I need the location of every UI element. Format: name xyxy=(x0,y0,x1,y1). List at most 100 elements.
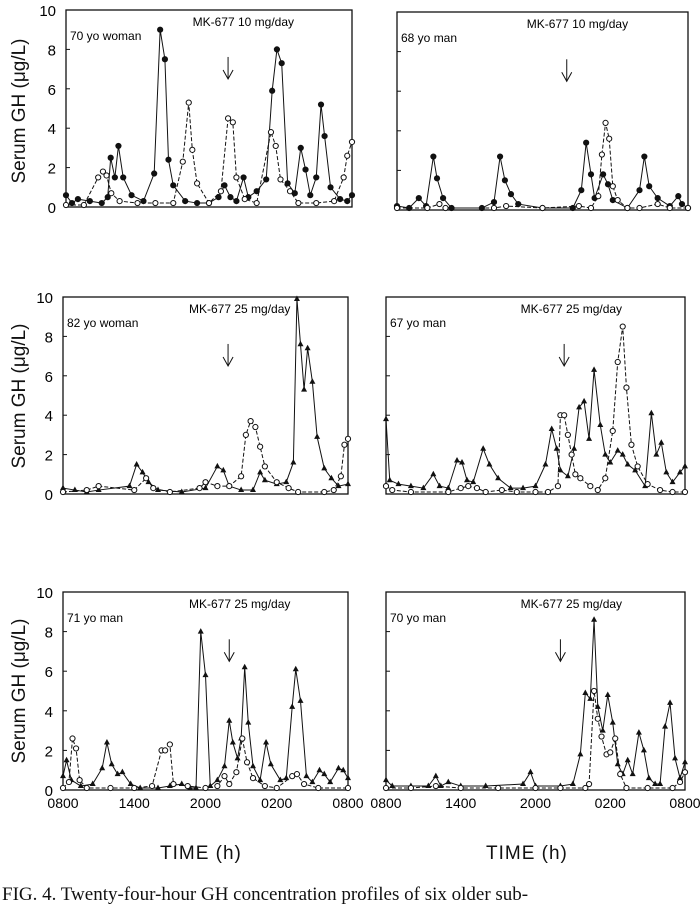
data-point-open-circle xyxy=(628,441,635,448)
data-point-open-circle xyxy=(202,784,209,792)
data-point-filled-triangle xyxy=(663,468,670,475)
data-point-open-circle xyxy=(249,775,257,782)
data-point-filled-circle xyxy=(182,197,189,205)
data-point-open-circle xyxy=(247,418,254,425)
data-point-filled-circle xyxy=(161,56,169,63)
data-point-filled-circle xyxy=(636,187,643,194)
data-point-open-circle xyxy=(273,784,280,792)
data-point-filled-triangle xyxy=(335,764,342,771)
data-point-filled-triangle xyxy=(470,478,477,485)
data-point-filled-triangle xyxy=(303,772,310,779)
data-point-filled-circle xyxy=(74,196,82,203)
data-point-filled-triangle xyxy=(321,770,328,777)
x-tick-label: 1400 xyxy=(119,795,150,811)
data-point-open-circle xyxy=(221,773,228,780)
data-point-filled-triangle xyxy=(383,776,389,783)
y-tick-label: 8 xyxy=(45,625,53,642)
data-point-filled-triangle xyxy=(614,760,621,767)
data-point-open-circle xyxy=(587,204,595,212)
data-point-open-circle xyxy=(636,204,643,212)
data-point-filled-triangle xyxy=(383,415,389,422)
data-point-open-circle xyxy=(205,199,213,207)
data-point-open-circle xyxy=(669,488,676,496)
y-tick-label: 8 xyxy=(48,42,56,59)
data-point-filled-triangle xyxy=(63,756,70,763)
plot-frame xyxy=(65,9,353,208)
data-point-open-circle xyxy=(229,119,236,126)
data-point-open-circle xyxy=(179,158,186,165)
data-point-filled-circle xyxy=(490,198,498,206)
data-point-filled-triangle xyxy=(648,409,655,416)
subject-label: 70 yo woman xyxy=(70,29,141,43)
data-point-open-circle xyxy=(193,180,201,187)
data-point-open-circle xyxy=(619,323,626,330)
data-point-filled-triangle xyxy=(667,699,674,705)
data-point-filled-triangle xyxy=(214,462,221,469)
data-point-filled-triangle xyxy=(261,476,268,483)
data-point-filled-triangle xyxy=(133,460,140,467)
x-tick-label: 2000 xyxy=(190,795,221,811)
figure-caption: FIG. 4. Twenty-four-hour GH concentratio… xyxy=(2,884,529,905)
data-point-open-circle xyxy=(344,152,351,159)
data-point-filled-triangle xyxy=(682,462,688,469)
data-point-open-circle xyxy=(59,784,67,792)
y-tick-label: 0 xyxy=(45,487,53,504)
data-point-filled-circle xyxy=(111,174,118,181)
data-point-open-circle xyxy=(681,769,689,776)
data-point-open-circle xyxy=(624,204,631,212)
data-point-filled-triangle xyxy=(214,776,221,783)
data-point-filled-triangle xyxy=(599,727,606,733)
data-point-filled-circle xyxy=(273,46,281,53)
data-point-filled-circle xyxy=(583,139,590,146)
data-point-filled-circle xyxy=(278,60,285,67)
series-line-filled-triangle xyxy=(385,619,686,787)
data-point-open-circle xyxy=(95,174,102,181)
data-point-open-circle xyxy=(243,759,251,766)
data-point-filled-circle xyxy=(193,199,201,207)
data-point-open-circle xyxy=(238,473,245,480)
data-point-filled-circle xyxy=(107,154,114,161)
data-point-open-circle xyxy=(62,201,70,209)
data-point-open-circle xyxy=(80,201,87,209)
y-tick-label: 2 xyxy=(45,743,53,760)
data-point-filled-circle xyxy=(313,174,320,181)
data-point-open-circle xyxy=(557,784,564,792)
series-line-open-circle xyxy=(397,122,688,209)
y-tick-label: 6 xyxy=(45,664,53,681)
data-point-open-circle xyxy=(577,475,584,482)
data-point-filled-triangle xyxy=(553,445,560,451)
data-point-open-circle xyxy=(594,486,601,494)
y-tick-label: 8 xyxy=(45,329,53,346)
data-point-filled-triangle xyxy=(629,770,636,777)
data-point-open-circle xyxy=(277,176,284,183)
data-point-open-circle xyxy=(83,784,90,792)
y-tick-label: 0 xyxy=(48,200,56,217)
data-point-filled-circle xyxy=(348,192,356,199)
data-point-filled-triangle xyxy=(304,344,311,351)
data-point-filled-triangle xyxy=(395,480,402,487)
chart-panel-2: MK-677 10 mg/day 68 yo man xyxy=(393,11,692,212)
data-point-open-circle xyxy=(285,484,292,492)
data-point-open-circle xyxy=(585,780,593,788)
data-point-open-circle xyxy=(72,745,80,752)
dose-arrow-head xyxy=(222,69,234,80)
data-point-filled-circle xyxy=(68,199,76,207)
data-point-filled-triangle xyxy=(139,468,146,475)
panel-title: MK-677 25 mg/day xyxy=(521,597,622,611)
x-tick-label: 1400 xyxy=(445,795,476,811)
x-tick-label: 0200 xyxy=(595,795,626,811)
data-point-filled-triangle xyxy=(155,486,161,493)
data-point-open-circle xyxy=(107,784,114,792)
data-point-open-circle xyxy=(69,735,76,742)
data-point-open-circle xyxy=(300,780,308,788)
data-point-open-circle xyxy=(513,488,520,496)
data-point-filled-triangle xyxy=(202,484,209,491)
data-point-open-circle xyxy=(564,431,571,438)
dose-arrow-head xyxy=(222,356,234,367)
data-point-open-circle xyxy=(612,735,619,742)
data-point-filled-circle xyxy=(641,153,648,160)
plot-frame xyxy=(62,296,349,495)
data-point-filled-triangle xyxy=(454,457,461,463)
data-point-open-circle xyxy=(239,735,246,742)
